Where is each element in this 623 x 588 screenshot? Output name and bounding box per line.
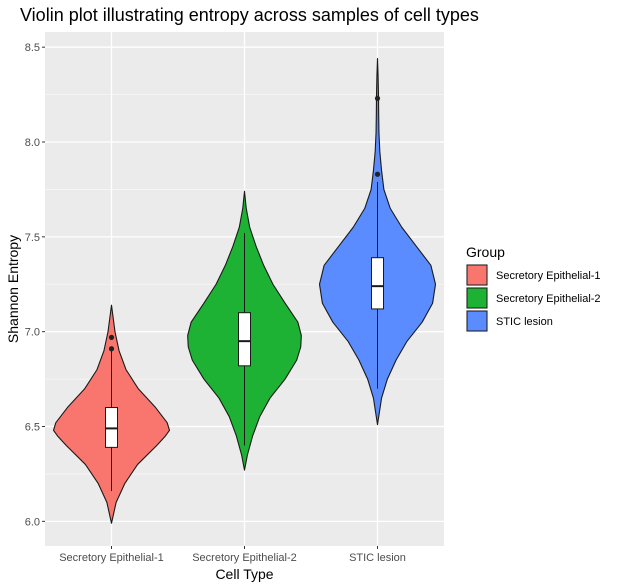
- x-axis-ticks: Secretory Epithelial-1 Secretory Epitheli…: [59, 546, 406, 564]
- violin-group: [318, 58, 437, 426]
- legend-swatch: [466, 264, 488, 286]
- y-tick-label: 8.0: [25, 137, 40, 149]
- x-axis-title: Cell Type: [215, 566, 273, 582]
- legend-label: Secretory Epithelial-1: [496, 270, 601, 282]
- y-tick-label: 7.5: [25, 232, 40, 244]
- y-tick-label: 8.5: [25, 42, 40, 54]
- violins: [52, 58, 437, 524]
- violin-group: [187, 190, 302, 471]
- outlier-point: [374, 95, 381, 101]
- y-tick-label: 6.0: [25, 516, 40, 528]
- y-tick-label: 6.5: [25, 422, 40, 434]
- legend-label: STIC lesion: [496, 316, 553, 328]
- box: [371, 257, 384, 310]
- x-tick-label: Secretory Epithelial-2: [192, 552, 297, 564]
- legend-swatch: [466, 287, 488, 309]
- outlier-point: [108, 334, 115, 340]
- legend: Group Secretory Epithelial-1 Secretory Ep…: [466, 244, 601, 332]
- y-tick-label: 7.0: [25, 327, 40, 339]
- legend-label: Secretory Epithelial-2: [496, 293, 601, 305]
- x-tick-label: Secretory Epithelial-1: [59, 552, 164, 564]
- legend-item: STIC lesion: [466, 310, 553, 332]
- legend-title: Group: [466, 244, 505, 260]
- violin-group: [52, 304, 171, 524]
- chart-title: Violin plot illustrating entropy across …: [20, 5, 479, 25]
- legend-item: Secretory Epithelial-1: [466, 264, 601, 286]
- box: [238, 312, 251, 367]
- legend-swatch: [466, 310, 488, 332]
- outlier-point: [374, 171, 381, 177]
- outlier-point: [108, 346, 115, 352]
- y-axis-title: Shannon Entropy: [5, 235, 21, 343]
- y-axis-ticks: 6.0 6.5 7.0 7.5 8.0 8.5: [25, 42, 45, 528]
- x-tick-label: STIC lesion: [349, 552, 406, 564]
- legend-item: Secretory Epithelial-2: [466, 287, 601, 309]
